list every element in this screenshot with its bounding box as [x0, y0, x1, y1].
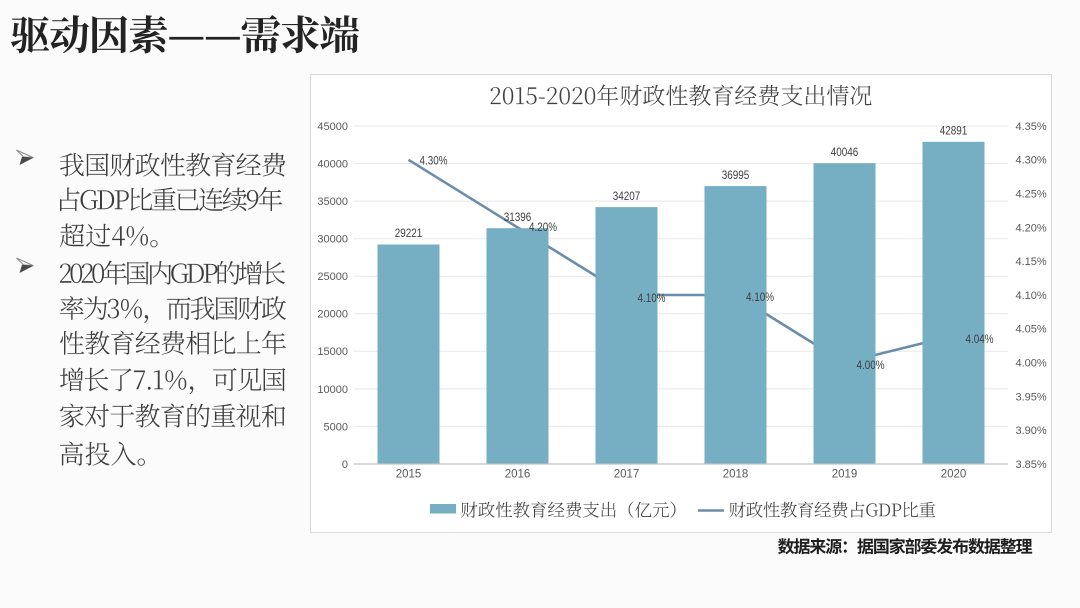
svg-text:2020: 2020: [941, 469, 967, 481]
svg-text:4.04%: 4.04%: [966, 332, 994, 346]
svg-text:4.25%: 4.25%: [1016, 189, 1047, 201]
svg-text:4.10%: 4.10%: [638, 291, 666, 305]
svg-text:2015: 2015: [396, 469, 422, 481]
svg-text:2018: 2018: [723, 469, 749, 481]
svg-text:4.15%: 4.15%: [1016, 256, 1047, 268]
svg-text:25000: 25000: [317, 271, 348, 283]
svg-text:3.95%: 3.95%: [1016, 391, 1047, 403]
svg-text:40046: 40046: [831, 145, 859, 159]
svg-text:45000: 45000: [317, 121, 348, 133]
svg-text:2017: 2017: [614, 469, 640, 481]
svg-text:2019: 2019: [832, 469, 858, 481]
svg-text:4.00%: 4.00%: [1016, 358, 1047, 370]
svg-text:4.05%: 4.05%: [1016, 324, 1047, 336]
svg-text:4.20%: 4.20%: [1016, 222, 1047, 234]
svg-text:5000: 5000: [324, 421, 348, 433]
svg-text:4.35%: 4.35%: [1016, 121, 1047, 133]
svg-text:35000: 35000: [317, 196, 348, 208]
svg-text:31396: 31396: [504, 210, 532, 224]
svg-text:4.10%: 4.10%: [746, 290, 774, 304]
svg-text:36995: 36995: [722, 168, 750, 182]
svg-text:20000: 20000: [317, 309, 348, 321]
svg-text:40000: 40000: [317, 159, 348, 171]
svg-text:10000: 10000: [317, 384, 348, 396]
svg-text:4.10%: 4.10%: [1016, 290, 1047, 302]
svg-text:30000: 30000: [317, 234, 348, 246]
svg-text:2016: 2016: [505, 469, 531, 481]
svg-text:42891: 42891: [940, 124, 968, 138]
svg-text:3.85%: 3.85%: [1016, 459, 1047, 471]
svg-text:4.30%: 4.30%: [1016, 155, 1047, 167]
svg-text:15000: 15000: [317, 346, 348, 358]
svg-text:0: 0: [342, 459, 348, 471]
svg-text:34207: 34207: [613, 189, 641, 203]
svg-text:3.90%: 3.90%: [1016, 425, 1047, 437]
svg-text:4.00%: 4.00%: [857, 358, 885, 372]
svg-text:4.30%: 4.30%: [420, 154, 448, 168]
svg-text:4.20%: 4.20%: [529, 220, 557, 234]
svg-text:29221: 29221: [395, 226, 423, 240]
